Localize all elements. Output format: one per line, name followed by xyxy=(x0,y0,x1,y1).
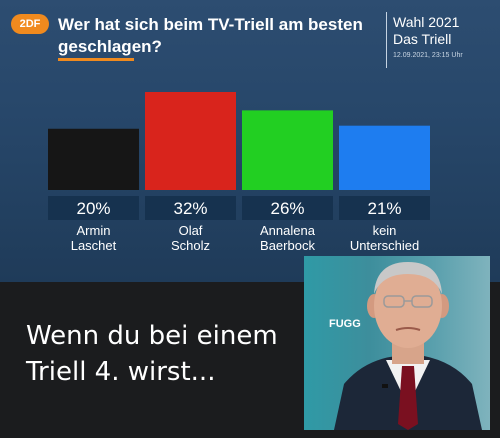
category-label: Annalena xyxy=(260,223,316,238)
person-illustration xyxy=(334,262,482,430)
question-underline xyxy=(58,58,134,61)
bar-olaf-scholz xyxy=(145,92,236,190)
value-label: 32% xyxy=(173,199,207,218)
category-label: Olaf xyxy=(179,223,203,238)
value-label: 20% xyxy=(76,199,110,218)
category-label: Laschet xyxy=(71,238,117,253)
value-label-box xyxy=(339,196,430,220)
election-title: Wahl 2021 xyxy=(393,14,460,30)
reaction-photo: FUGG xyxy=(304,256,490,430)
value-label-box xyxy=(145,196,236,220)
chart-question: Wer hat sich beim TV-Triell am besten ge… xyxy=(58,15,363,56)
election-subtitle: Das Triell xyxy=(393,31,452,47)
bar-annalena-baerbock xyxy=(242,110,333,190)
category-label: Baerbock xyxy=(260,238,315,253)
category-label: Armin xyxy=(77,223,111,238)
header-divider xyxy=(386,12,387,68)
meme-caption: Wenn du bei einem Triell 4. wirst... xyxy=(26,321,278,387)
photo-label: FUGG xyxy=(329,318,361,330)
category-label: kein xyxy=(373,223,397,238)
zdf-logo: 2DF xyxy=(11,14,49,34)
broadcast-date: 12.09.2021, 23:15 Uhr xyxy=(393,52,463,59)
tv-screenshot: 2DF Wer hat sich beim TV-Triell am beste… xyxy=(0,0,500,282)
value-label: 26% xyxy=(270,199,304,218)
bar-armin-laschet xyxy=(48,128,139,190)
category-label: Scholz xyxy=(171,238,210,253)
value-label-box xyxy=(242,196,333,220)
category-label: Unterschied xyxy=(350,238,419,253)
value-label-box xyxy=(48,196,139,220)
bar-kein-unterschied xyxy=(339,125,430,190)
value-label: 21% xyxy=(367,199,401,218)
